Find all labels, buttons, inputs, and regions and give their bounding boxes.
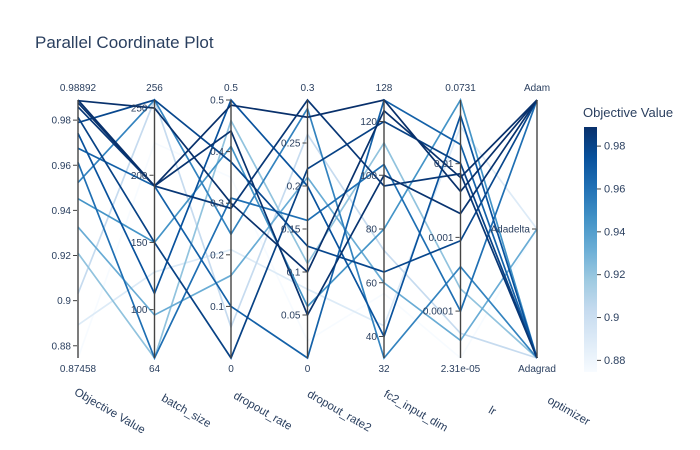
colorbar-gradient [584, 127, 597, 372]
axis-objective-value[interactable]: 0.98892 0.87458 0.98 0.96 0.94 0.92 0.9 0.88 Obj… [52, 83, 147, 437]
axis-title: dropout_rate [231, 390, 293, 433]
tick-label: 60 [366, 278, 378, 289]
colorbar-tick-label: 0.96 [604, 183, 625, 195]
tick-label: 0.94 [52, 206, 72, 217]
axis-title: Objective Value [72, 386, 147, 436]
tick-label: 0.92 [52, 251, 72, 262]
axis-dropout_rate2[interactable]: 0.3 0 0.25 0.2 0.15 0.1 0.05 dropout_rate2 [281, 83, 373, 435]
axis-max-label: 0.5 [224, 83, 238, 94]
tick-label: Adadelta [491, 225, 531, 236]
tick-label: 0.5 [210, 96, 224, 107]
tick-label: 0.88 [52, 341, 72, 352]
axis-max-label: 0.3 [301, 83, 315, 94]
tick-label: 150 [131, 238, 148, 249]
chart-title: Parallel Coordinate Plot [35, 33, 214, 52]
tick-label: 0.25 [281, 139, 301, 150]
tick-label: 0.4 [210, 147, 224, 158]
tick-label: 40 [366, 332, 378, 343]
tick-label: 0.96 [52, 161, 72, 172]
tick-label: 100 [131, 305, 148, 316]
axis-min-label: Adagrad [518, 364, 556, 375]
tick-label: 0.1 [287, 268, 301, 279]
tick-label: 0.05 [281, 311, 301, 322]
tick-label: 0.001 [428, 233, 453, 244]
axis-title: fc2_input_dim [381, 388, 449, 434]
axis-max-label: 0.98892 [60, 83, 97, 94]
axis-title: lr [486, 405, 498, 419]
tick-label: 0.15 [281, 225, 301, 236]
axis-batch_size[interactable]: 256 64 250 200 150 100 batch_size [131, 83, 213, 430]
colorbar-tick-label: 0.9 [604, 312, 619, 324]
tick-label: 0.3 [210, 199, 224, 210]
colorbar-title: Objective Value [583, 105, 673, 120]
tick-label: 80 [366, 225, 378, 236]
tick-label: 0.9 [57, 296, 71, 307]
tick-label: 0.0001 [423, 307, 454, 318]
axis-max-label: Adam [524, 83, 550, 94]
axis-min-label: 0 [305, 364, 311, 375]
tick-label: 0.98 [52, 116, 72, 127]
tick-label: 0.2 [287, 182, 301, 193]
tick-label: 200 [131, 171, 148, 182]
axis-min-label: 64 [149, 364, 161, 375]
axis-lr[interactable]: 0.0731 2.31e-05 0.01 0.001 0.0001 lr [423, 83, 498, 418]
axis-title: optimizer [545, 395, 592, 429]
tick-label: 0.1 [210, 302, 224, 313]
colorbar-tick-label: 0.98 [604, 141, 625, 153]
tick-label: 100 [360, 171, 377, 182]
axis-title: batch_size [159, 392, 213, 430]
axis-dropout_rate[interactable]: 0.5 0 0.5 0.4 0.3 0.2 0.1 dropout_rate [210, 83, 294, 433]
axis-optimizer[interactable]: Adam Adadelta Adagrad optimizer [491, 83, 592, 428]
axis-min-label: 2.31e-05 [441, 364, 481, 375]
colorbar-tick-label: 0.94 [604, 226, 625, 238]
axis-max-label: 0.0731 [445, 83, 476, 94]
axis-min-label: 0.87458 [60, 364, 97, 375]
tick-label: 250 [131, 104, 148, 115]
colorbar-tick-label: 0.88 [604, 355, 625, 367]
axis-max-label: 256 [146, 83, 163, 94]
parallel-axes-area: 0.98892 0.87458 0.98 0.96 0.94 0.92 0.9 0.88 Obj… [52, 83, 592, 437]
colorbar: 0.98 0.96 0.94 0.92 0.9 0.88 [584, 127, 625, 372]
tick-label: 0.01 [434, 159, 454, 170]
tick-label: 120 [360, 117, 377, 128]
axis-title: dropout_rate2 [305, 388, 373, 434]
axis-min-label: 32 [378, 364, 390, 375]
colorbar-tick-label: 0.92 [604, 269, 625, 281]
axis-min-label: 0 [228, 364, 234, 375]
axis-max-label: 128 [376, 83, 393, 94]
tick-label: 0.2 [210, 250, 224, 261]
